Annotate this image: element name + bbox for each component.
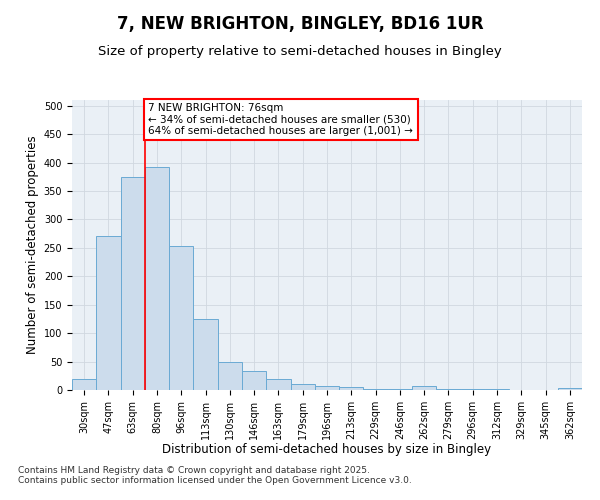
Bar [412,386,436,390]
Bar [145,166,169,390]
X-axis label: Distribution of semi-detached houses by size in Bingley: Distribution of semi-detached houses by … [163,444,491,456]
Bar [242,371,266,390]
Bar [315,386,339,390]
Bar [218,362,242,390]
Bar [266,378,290,390]
Bar [121,177,145,390]
Bar [364,389,388,390]
Bar [290,384,315,390]
Text: 7 NEW BRIGHTON: 76sqm
← 34% of semi-detached houses are smaller (530)
64% of sem: 7 NEW BRIGHTON: 76sqm ← 34% of semi-deta… [149,103,413,136]
Y-axis label: Number of semi-detached properties: Number of semi-detached properties [26,136,40,354]
Bar [558,388,582,390]
Text: 7, NEW BRIGHTON, BINGLEY, BD16 1UR: 7, NEW BRIGHTON, BINGLEY, BD16 1UR [116,15,484,33]
Bar [72,378,96,390]
Text: Size of property relative to semi-detached houses in Bingley: Size of property relative to semi-detach… [98,45,502,58]
Bar [193,319,218,390]
Bar [169,246,193,390]
Bar [339,387,364,390]
Text: Contains HM Land Registry data © Crown copyright and database right 2025.
Contai: Contains HM Land Registry data © Crown c… [18,466,412,485]
Bar [96,236,121,390]
